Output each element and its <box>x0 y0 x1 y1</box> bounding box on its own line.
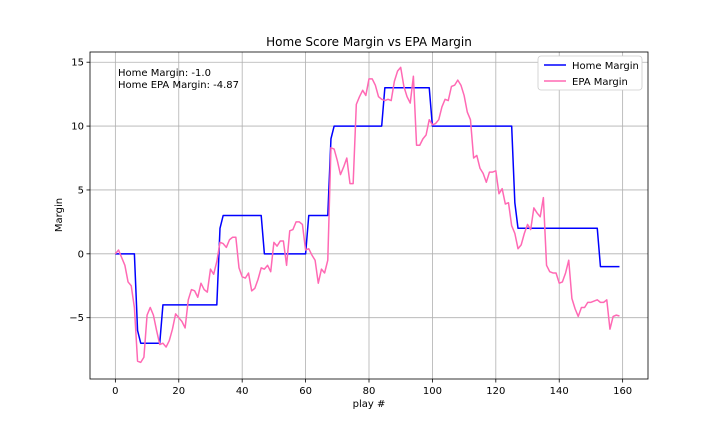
y-tick-label: 15 <box>71 58 84 69</box>
annotation-epa-margin: Home EPA Margin: -4.87 <box>118 80 239 91</box>
x-tick-label: 40 <box>236 386 249 397</box>
legend-label-home-margin: Home Margin <box>572 61 639 72</box>
series-line-epa-margin <box>114 66 620 364</box>
x-tick-label: 20 <box>172 386 185 397</box>
y-axis-label: Margin <box>54 198 65 232</box>
chart-title: Home Score Margin vs EPA Margin <box>266 35 472 49</box>
x-axis-label: play # <box>353 399 386 410</box>
x-tick-label: 120 <box>486 386 505 397</box>
y-tick-label: 5 <box>78 185 84 196</box>
axis-ticks: 0 20 40 60 80 100 120 140 160 −5 0 5 10 15 <box>69 58 632 397</box>
legend-label-epa-margin: EPA Margin <box>572 77 628 88</box>
x-tick-label: 80 <box>363 386 376 397</box>
y-tick-label: 0 <box>78 249 84 260</box>
x-tick-label: 100 <box>423 386 442 397</box>
x-tick-label: 60 <box>299 386 312 397</box>
x-tick-label: 140 <box>550 386 569 397</box>
x-tick-label: 0 <box>112 386 118 397</box>
series-layer <box>114 66 620 364</box>
y-tick-label: −5 <box>69 313 84 324</box>
gridlines <box>90 52 648 379</box>
annotation-home-margin: Home Margin: -1.0 <box>118 68 211 79</box>
series-line-home-margin <box>115 87 620 344</box>
y-tick-label: 10 <box>71 122 84 133</box>
x-tick-label: 160 <box>613 386 632 397</box>
legend: Home Margin EPA Margin <box>537 55 643 91</box>
